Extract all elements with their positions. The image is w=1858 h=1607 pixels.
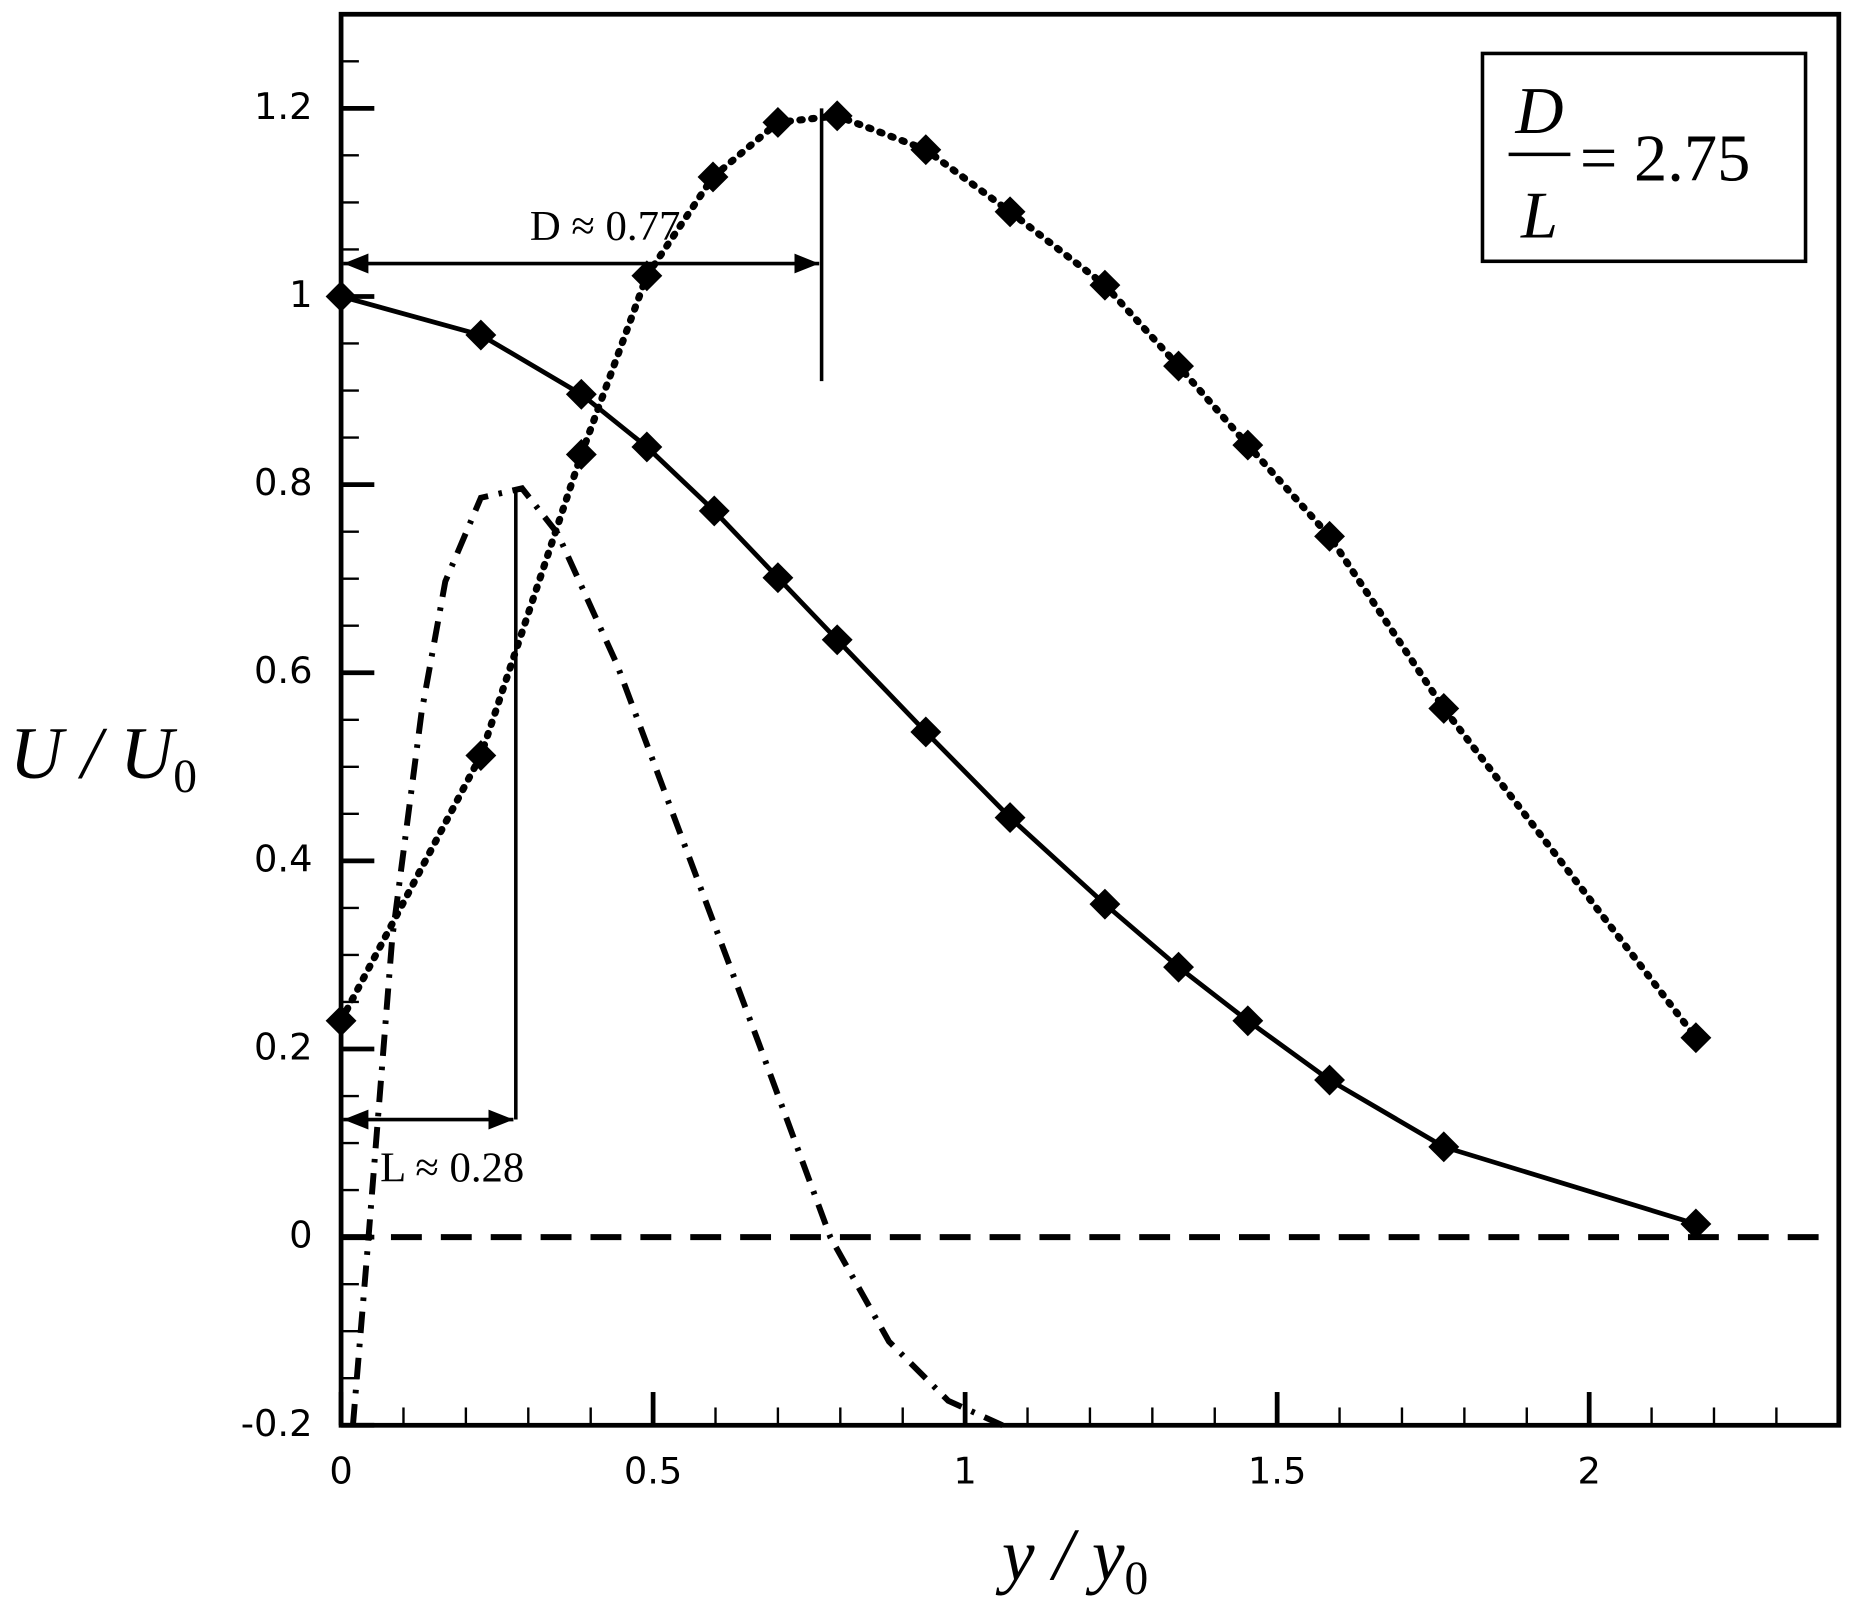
plot-frame	[338, 11, 1842, 1428]
marker	[565, 439, 597, 470]
y-tick-label: -0.2	[241, 1402, 313, 1445]
y-tick-label: 0.6	[254, 649, 313, 692]
marker	[1680, 1208, 1712, 1240]
marker	[1314, 1064, 1346, 1096]
ratio-numerator: D	[1514, 75, 1563, 148]
marker	[1680, 1022, 1712, 1054]
series-line	[340, 294, 1697, 1227]
x-label-main: y / y	[995, 1514, 1125, 1596]
ratio-value: = 2.75	[1580, 123, 1751, 196]
y-tick-label: 0.8	[254, 461, 313, 504]
marker	[465, 319, 497, 351]
marker	[762, 106, 794, 138]
marker	[565, 378, 597, 410]
y-tick-label: 1.2	[254, 85, 313, 128]
marker	[1428, 1131, 1460, 1163]
x-tick-label: 0.5	[624, 1449, 683, 1492]
marker	[697, 161, 729, 193]
x-axis-label: y / y0	[995, 1514, 1148, 1605]
annotation-label: L ≈ 0.28	[380, 1145, 524, 1192]
y-tick-label: 1	[289, 273, 312, 316]
x-tick-label: 1.5	[1248, 1449, 1307, 1492]
marker	[698, 495, 730, 527]
ratio-denominator: L	[1520, 180, 1558, 253]
marker	[994, 196, 1026, 228]
series-line	[349, 485, 1004, 1428]
marker	[762, 562, 794, 594]
marker	[465, 740, 497, 771]
y-tick-label: 0.2	[254, 1026, 313, 1069]
ratio-frame	[1480, 51, 1808, 264]
marker	[821, 100, 853, 132]
marker	[1428, 693, 1460, 724]
x-tick-label: 2	[1577, 1449, 1600, 1492]
y-label-main: U / U	[10, 712, 178, 794]
marker	[910, 134, 942, 166]
x-label-sub: 0	[1125, 1553, 1149, 1605]
x-tick-label: 0	[329, 1449, 352, 1492]
marker	[821, 624, 853, 656]
ratio-box: D L = 2.75	[1480, 51, 1808, 264]
x-tick-label: 1	[953, 1449, 976, 1492]
annotation-label: D ≈ 0.77	[530, 203, 681, 250]
y-label-sub: 0	[173, 751, 197, 803]
marker	[994, 802, 1026, 834]
y-tick-label: 0.4	[254, 837, 313, 880]
marker	[910, 716, 942, 748]
marker	[1314, 520, 1346, 552]
y-axis-label: U / U0	[10, 712, 197, 803]
y-tick-label: 0	[289, 1214, 312, 1257]
